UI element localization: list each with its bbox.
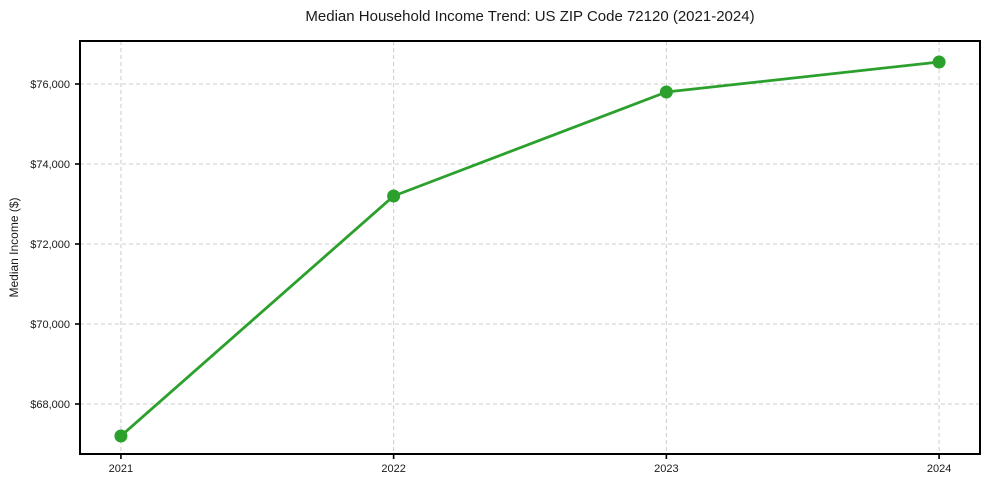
x-tick-label: 2022 [381, 463, 405, 475]
x-tick-label: 2021 [109, 463, 133, 475]
y-tick-label: $74,000 [30, 159, 70, 171]
y-axis-label: Median Income ($) [7, 197, 21, 297]
y-tick-label: $70,000 [30, 319, 70, 331]
y-axis-tick-labels: $68,000 $70,000 $72,000 $74,000 $76,000 [30, 79, 70, 411]
y-tick-label: $76,000 [30, 79, 70, 91]
data-point [387, 189, 401, 203]
x-tick-label: 2024 [927, 463, 951, 475]
plot-border [79, 40, 981, 455]
x-tick-label: 2023 [654, 463, 678, 475]
y-tick-label: $72,000 [30, 239, 70, 251]
gridlines [80, 41, 980, 454]
y-tick-label: $68,000 [30, 399, 70, 411]
axis-ticks [75, 83, 940, 459]
chart-title: Median Household Income Trend: US ZIP Co… [305, 8, 754, 25]
income-trend-line [119, 60, 941, 438]
data-point-markers [114, 55, 946, 443]
data-point [932, 55, 946, 69]
data-point [114, 429, 128, 443]
data-point [659, 85, 673, 99]
x-axis-tick-labels: 2021 2022 2023 2024 [109, 463, 952, 475]
